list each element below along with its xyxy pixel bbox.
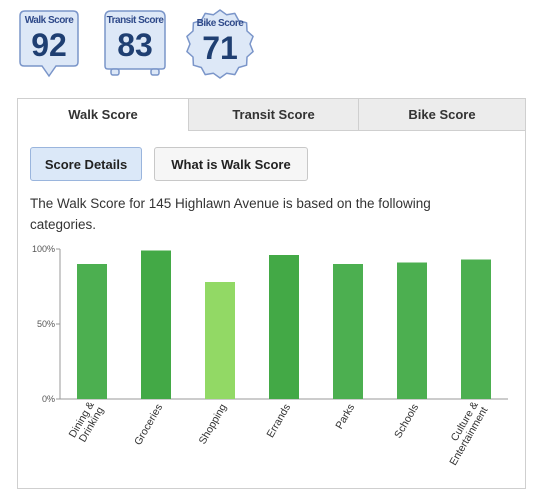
bar bbox=[77, 264, 107, 399]
score-description: The Walk Score for 145 Highlawn Avenue i… bbox=[30, 196, 431, 232]
walk-score-label: Walk Score bbox=[24, 15, 74, 26]
bar bbox=[461, 259, 491, 399]
score-details-button[interactable]: Score Details bbox=[30, 147, 142, 181]
y-tick-label: 0% bbox=[42, 394, 55, 404]
bar bbox=[333, 264, 363, 399]
transit-bus-icon bbox=[104, 10, 166, 76]
bar bbox=[141, 250, 171, 399]
tab-transit-score[interactable]: Transit Score bbox=[188, 99, 358, 131]
x-tick-label: Groceries bbox=[132, 402, 165, 447]
bike-score-value: 71 bbox=[202, 30, 238, 66]
what-is-walk-score-button[interactable]: What is Walk Score bbox=[154, 147, 308, 181]
y-tick-label: 50% bbox=[37, 319, 55, 329]
category-bar-chart: 0% 50% 100% Dining &Drinking Groceries Shoppi… bbox=[32, 244, 508, 468]
y-tick-label: 100% bbox=[32, 244, 55, 254]
bar bbox=[205, 282, 235, 399]
score-badges: Walk Score 92 Transit Score 83 Bike Scor… bbox=[16, 8, 276, 88]
transit-score-value: 83 bbox=[117, 27, 153, 63]
bar bbox=[397, 262, 427, 399]
transit-score-badge[interactable]: Transit Score 83 bbox=[102, 8, 168, 80]
bike-gear-icon bbox=[186, 9, 254, 79]
tab-walk-score[interactable]: Walk Score bbox=[18, 99, 188, 131]
x-tick-label: Dining &Drinking bbox=[67, 399, 107, 445]
x-tick-label: Culture &Entertainment bbox=[438, 399, 491, 467]
x-tick-label: Shopping bbox=[197, 402, 230, 447]
bar bbox=[269, 255, 299, 399]
x-tick-label: Errands bbox=[264, 402, 293, 440]
score-panel: Walk Score Transit Score Bike Score Scor… bbox=[17, 98, 526, 489]
walk-pin-icon bbox=[19, 10, 79, 78]
transit-score-label: Transit Score bbox=[106, 15, 164, 26]
walk-score-badge[interactable]: Walk Score 92 bbox=[16, 8, 82, 80]
bike-score-badge[interactable]: Bike Score 71 bbox=[184, 8, 256, 80]
bike-score-label: Bike Score bbox=[196, 18, 244, 29]
walk-score-value: 92 bbox=[31, 27, 67, 63]
tab-bike-score[interactable]: Bike Score bbox=[358, 99, 525, 131]
x-tick-label: Schools bbox=[392, 402, 421, 440]
score-tabs: Walk Score Transit Score Bike Score bbox=[18, 99, 525, 131]
x-tick-label: Parks bbox=[333, 402, 357, 431]
